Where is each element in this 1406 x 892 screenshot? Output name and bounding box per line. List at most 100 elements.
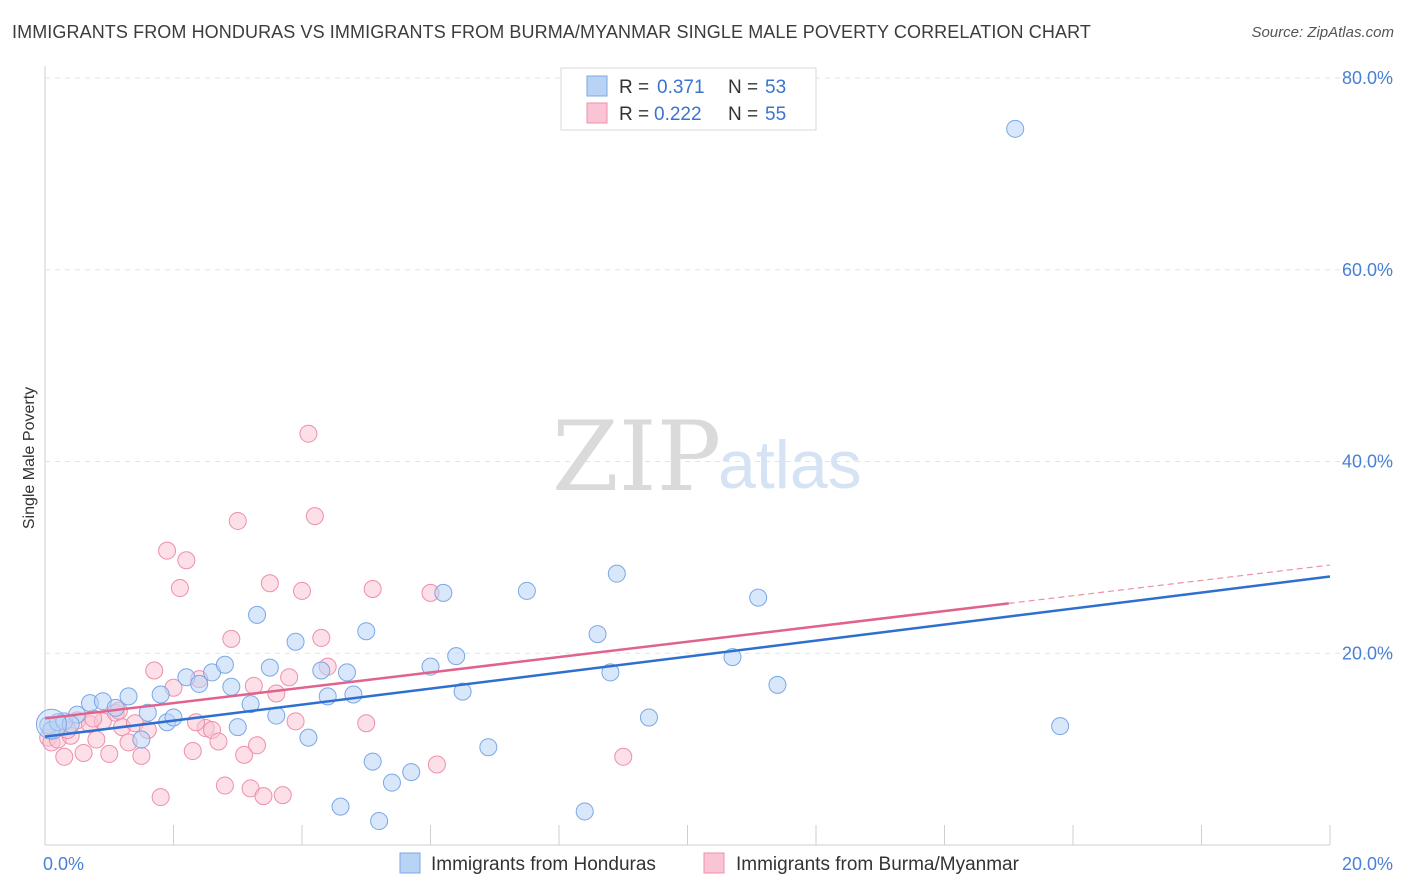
honduras-point [337,663,356,682]
honduras-point [588,625,607,644]
legend-n-value-1: 53 [765,77,786,98]
honduras-point [370,812,389,831]
burma-point [222,629,241,648]
legend-swatch-honduras [586,75,608,97]
legend-bottom-label-honduras: Immigrants from Honduras [431,854,656,875]
honduras-point [299,728,318,747]
burma-point [299,424,318,443]
burma-trend-line [44,602,1009,720]
honduras-point [447,647,466,666]
watermark-atlas: atlas [718,427,862,503]
honduras-point [607,564,626,583]
burma-point [267,684,286,703]
burma-point [614,747,633,766]
burma-point [228,511,247,530]
legend-n-value-2: 55 [765,104,786,125]
honduras-point [228,718,247,737]
legend-n-label-1: N = [728,77,758,98]
burma-trend-line-extension [1008,564,1331,604]
honduras-point [601,663,620,682]
honduras-point [241,695,260,714]
watermark-zip: ZIP [552,401,721,513]
honduras-point [248,605,267,624]
tick-labels: 20.0% 40.0% 60.0% 80.0% 0.0% 20.0% [43,68,1393,874]
burma-point [132,746,151,765]
burma-point [273,786,292,805]
honduras-point [575,802,594,821]
honduras-point [164,708,183,727]
honduras-point [639,708,658,727]
honduras-point [402,763,421,782]
y-tick-label: 20.0% [1342,643,1393,663]
x-tick-label: 20.0% [1342,854,1393,874]
y-tick-label: 80.0% [1342,68,1393,88]
honduras-point [222,677,241,696]
burma-point [100,744,119,763]
legend-top: R = 0.371 N = 53 R = 0.222 N = 55 [560,67,817,131]
burma-point [235,745,254,764]
axes [44,66,1331,846]
trend-lines [44,564,1331,738]
burma-point [183,742,202,761]
burma-point [158,541,177,560]
burma-point [427,755,446,774]
burma-point [254,787,273,806]
burma-point [209,732,228,751]
burma-point [305,507,324,526]
burma-point [363,580,382,599]
honduras-point [344,685,363,704]
honduras-point [151,685,170,704]
legend-bottom: Immigrants from Honduras Immigrants from… [399,852,1020,875]
honduras-point [749,588,768,607]
honduras-point [434,583,453,602]
honduras-point [357,622,376,641]
legend-bottom-swatch-burma [703,852,725,874]
legend-swatch-burma [586,102,608,124]
y-tick-label: 40.0% [1342,452,1393,472]
honduras-point [479,738,498,757]
honduras-point [723,648,742,667]
honduras-point [768,675,787,694]
x-tick-label: 0.0% [43,854,84,874]
honduras-point [382,773,401,792]
legend-bottom-swatch-honduras [399,852,421,874]
burma-points [39,424,633,807]
burma-point [87,730,106,749]
burma-point [293,581,311,600]
honduras-point [331,797,350,816]
y-tick-label: 60.0% [1342,260,1393,280]
honduras-point [1051,717,1070,736]
grid-lines [45,77,1392,654]
burma-point [145,661,164,680]
burma-point [55,747,74,766]
burma-point [151,788,170,807]
burma-point [260,574,279,593]
honduras-point [453,682,472,701]
legend-r-value-2: 0.222 [654,104,702,125]
legend-bottom-label-burma: Immigrants from Burma/Myanmar [736,854,1020,875]
chart-source: Source: ZipAtlas.com [1251,24,1394,41]
honduras-point [215,655,234,674]
chart-title: IMMIGRANTS FROM HONDURAS VS IMMIGRANTS F… [12,22,1091,42]
honduras-trend-line [44,575,1331,738]
honduras-point [517,581,536,600]
honduras-point [190,674,209,693]
burma-point [74,743,93,762]
y-axis-label: Single Male Poverty [21,387,38,529]
burma-point [357,714,376,733]
honduras-point [286,632,305,651]
burma-point [170,579,189,598]
burma-point [215,776,234,795]
honduras-point [138,703,157,722]
honduras-point [260,658,279,677]
honduras-point [363,752,382,771]
honduras-point [1006,119,1025,138]
legend-r-label-2: R = [619,104,649,125]
honduras-point [119,687,138,706]
burma-point [286,712,305,731]
burma-point [280,668,299,687]
burma-point [177,551,196,570]
legend-n-label-2: N = [728,104,758,125]
honduras-point [132,730,151,749]
